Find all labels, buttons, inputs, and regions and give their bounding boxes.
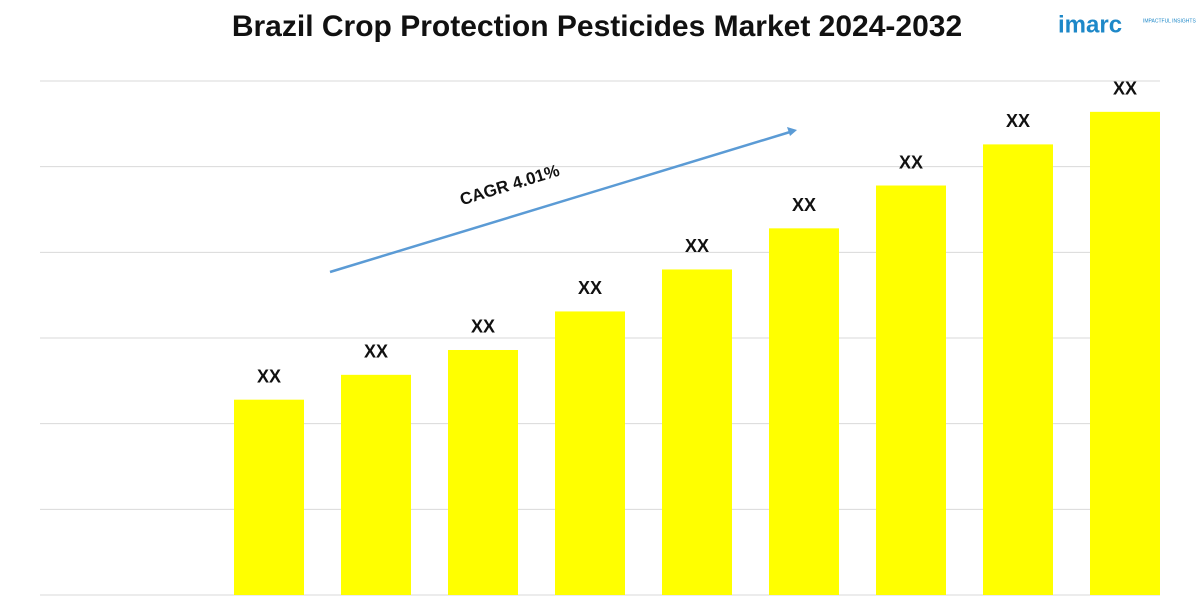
bar: [555, 311, 625, 595]
value-label: XX: [899, 152, 923, 172]
value-label: XX: [685, 236, 709, 256]
value-label: XX: [792, 195, 816, 215]
bar: [1090, 111, 1160, 595]
bars: XX XX XX XX XX XX XX XX XX: [234, 79, 1160, 596]
value-label: XX: [1113, 79, 1137, 99]
chart-title: Brazil Crop Protection Pesticides Market…: [232, 10, 962, 43]
bar: [234, 399, 304, 595]
bar: [983, 144, 1053, 596]
cagr-arrow: [329, 130, 791, 274]
value-label: XX: [257, 366, 281, 386]
cagr-label: CAGR 4.01%: [458, 161, 562, 209]
logo-tagline: IMPACTFUL INSIGHTS: [1143, 18, 1196, 24]
value-label: XX: [471, 317, 495, 337]
bar: [769, 228, 839, 595]
value-label: XX: [364, 342, 388, 362]
arrow-head: [787, 127, 797, 136]
bar: [341, 374, 411, 595]
bar: [876, 185, 946, 595]
logo-brand: imarc: [1058, 11, 1122, 38]
value-label: XX: [1006, 111, 1030, 131]
bar: [662, 269, 732, 595]
bar: [448, 349, 518, 595]
value-label: XX: [578, 278, 602, 298]
